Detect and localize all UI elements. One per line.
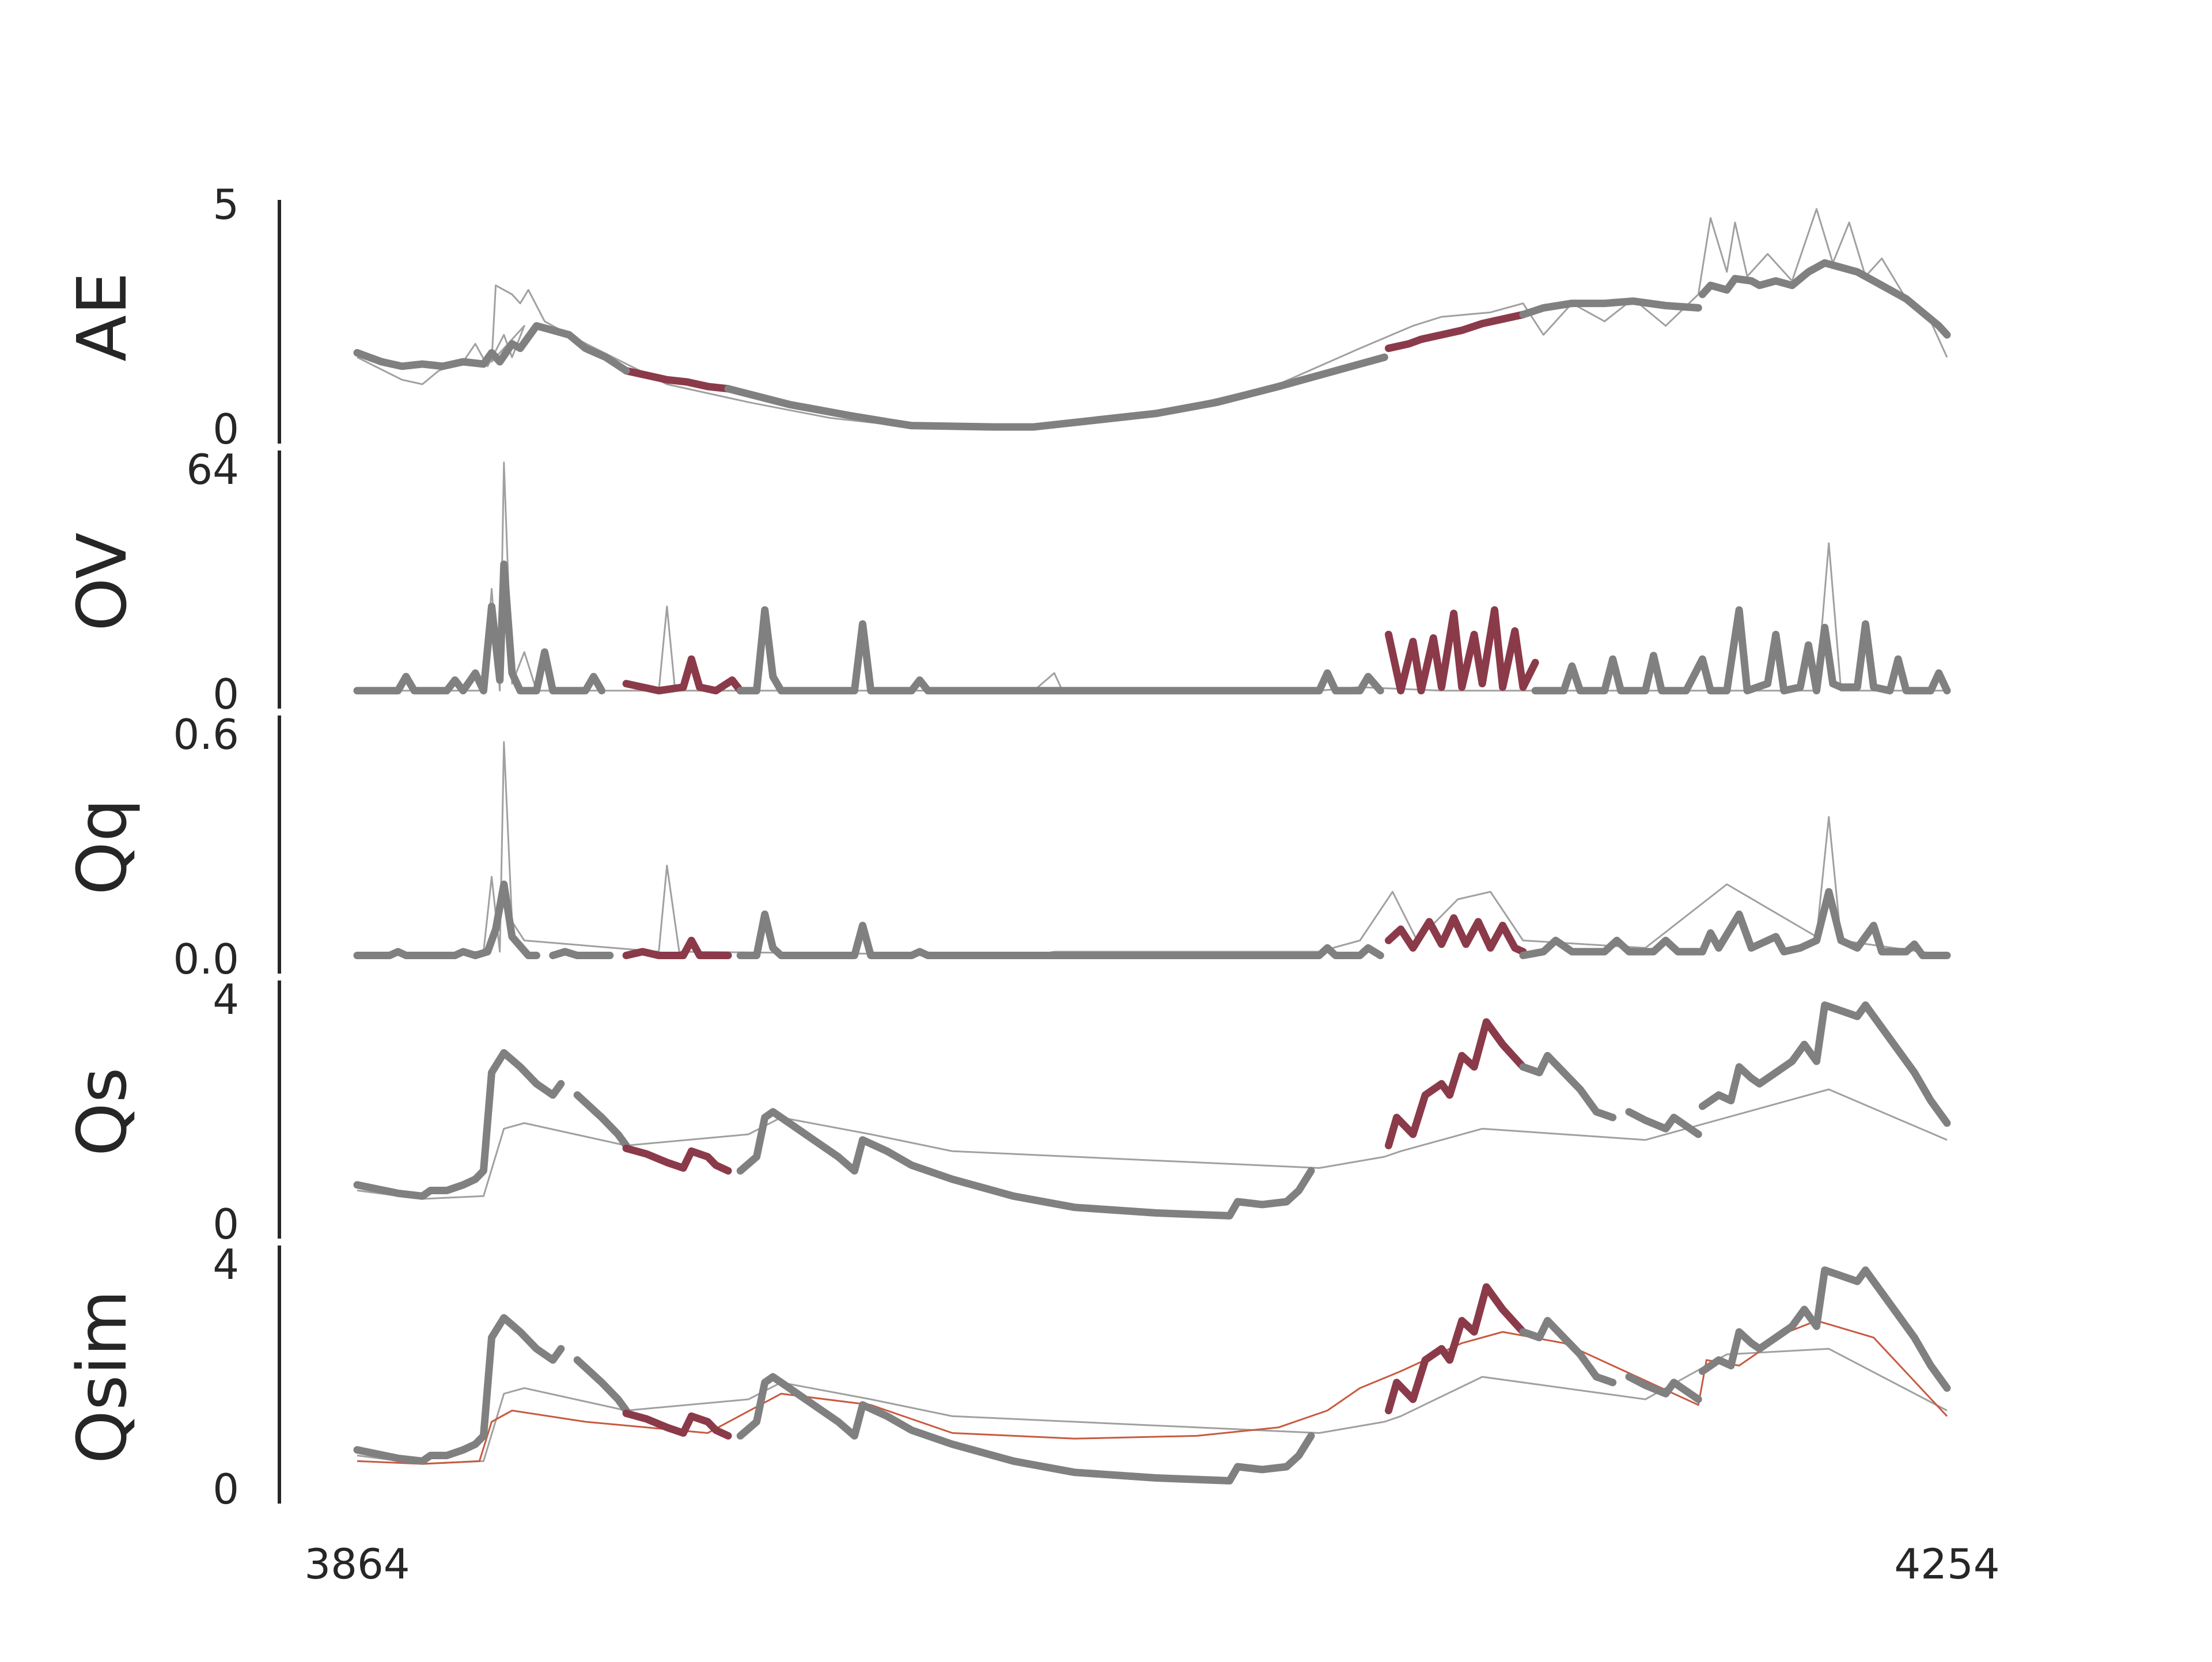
thin-series-line-qq bbox=[357, 741, 1948, 956]
y-axis-label-ov: OV bbox=[62, 532, 142, 631]
observed-segment-qs-7 bbox=[1698, 1001, 1951, 1127]
highlight-segment-qq-4 bbox=[1385, 914, 1527, 956]
y-axis-label-qq: Qq bbox=[62, 798, 142, 895]
observed-segment-ae-5 bbox=[1698, 259, 1951, 339]
thin-series-line-ae bbox=[357, 208, 1948, 428]
observed-segment-qq-1 bbox=[549, 948, 614, 959]
panel-qq: 0.6 0.0 Qq bbox=[62, 710, 1951, 983]
highlight-segment-qsim-4 bbox=[1385, 1283, 1527, 1414]
observed-segment-ov-0 bbox=[353, 561, 606, 695]
observed-segment-ae-1 bbox=[353, 322, 630, 375]
y-tick-label-top-qq: 0.6 bbox=[173, 710, 239, 759]
panel-qs: 4 0 Qs bbox=[62, 975, 1951, 1248]
observed-segment-qs-1 bbox=[573, 1091, 630, 1149]
highlight-segment-ae-3 bbox=[1385, 311, 1527, 353]
y-axis-label-qsim: Qsim bbox=[62, 1290, 142, 1464]
observed-segment-qs-5 bbox=[1519, 1052, 1617, 1122]
highlight-segment-qs-2 bbox=[622, 1144, 732, 1175]
y-tick-label-top-ov: 64 bbox=[186, 445, 239, 494]
observed-segment-qsim-7 bbox=[1698, 1266, 1951, 1392]
y-axis-label-qs: Qs bbox=[62, 1067, 142, 1156]
observed-segment-qs-0 bbox=[353, 1049, 565, 1200]
observed-segment-qsim-0 bbox=[353, 1314, 565, 1465]
thin-series-line-qs bbox=[357, 1088, 1948, 1200]
observed-segment-ov-4 bbox=[1531, 606, 1951, 695]
simulated-series-line-qsim bbox=[357, 1320, 1948, 1465]
y-tick-label-bottom-qs: 0 bbox=[213, 1200, 239, 1248]
y-tick-label-top-qsim: 4 bbox=[213, 1240, 239, 1289]
y-tick-label-bottom-qq: 0.0 bbox=[173, 935, 239, 983]
observed-segment-qq-5 bbox=[1519, 888, 1951, 959]
y-axis-label-ae: AE bbox=[62, 272, 142, 361]
highlight-segment-qq-2 bbox=[622, 937, 732, 959]
panel-ae: 5 0 AE bbox=[62, 180, 1951, 453]
y-tick-label-bottom-qsim: 0 bbox=[213, 1465, 239, 1513]
highlight-segment-ae-0 bbox=[622, 367, 732, 393]
observed-segment-qsim-3 bbox=[736, 1373, 1315, 1485]
observed-segment-qsim-5 bbox=[1519, 1317, 1617, 1387]
highlight-segment-qsim-2 bbox=[622, 1409, 732, 1440]
observed-segment-qsim-1 bbox=[573, 1356, 630, 1414]
thin-series-line-ov bbox=[357, 461, 1947, 692]
observed-segment-ae-2 bbox=[724, 353, 1388, 431]
x-tick-label-start: 3864 bbox=[304, 1540, 410, 1588]
observed-segment-qsim-6 bbox=[1625, 1373, 1702, 1403]
observed-segment-qs-6 bbox=[1625, 1108, 1702, 1138]
highlight-segment-qs-4 bbox=[1385, 1018, 1527, 1149]
panel-ov: 64 0 OV bbox=[62, 445, 1951, 718]
y-tick-label-top-ae: 5 bbox=[213, 180, 239, 229]
y-tick-label-bottom-ov: 0 bbox=[213, 670, 239, 718]
y-tick-label-bottom-ae: 0 bbox=[213, 405, 239, 453]
observed-segment-ae-4 bbox=[1519, 297, 1702, 319]
x-tick-label-end: 4254 bbox=[1894, 1540, 1999, 1588]
observed-segment-qq-3 bbox=[736, 910, 1384, 959]
thin-series-line-qsim bbox=[357, 1347, 1948, 1465]
observed-segment-ov-2 bbox=[736, 606, 1384, 695]
panel-qsim: 4 0 Qsim bbox=[62, 1240, 1951, 1513]
y-tick-label-top-qs: 4 bbox=[213, 975, 239, 1024]
observed-segment-qs-3 bbox=[736, 1108, 1315, 1220]
highlight-segment-ov-1 bbox=[622, 655, 744, 695]
highlight-segment-ov-3 bbox=[1385, 606, 1539, 695]
observed-segment-qq-0 bbox=[353, 880, 540, 959]
